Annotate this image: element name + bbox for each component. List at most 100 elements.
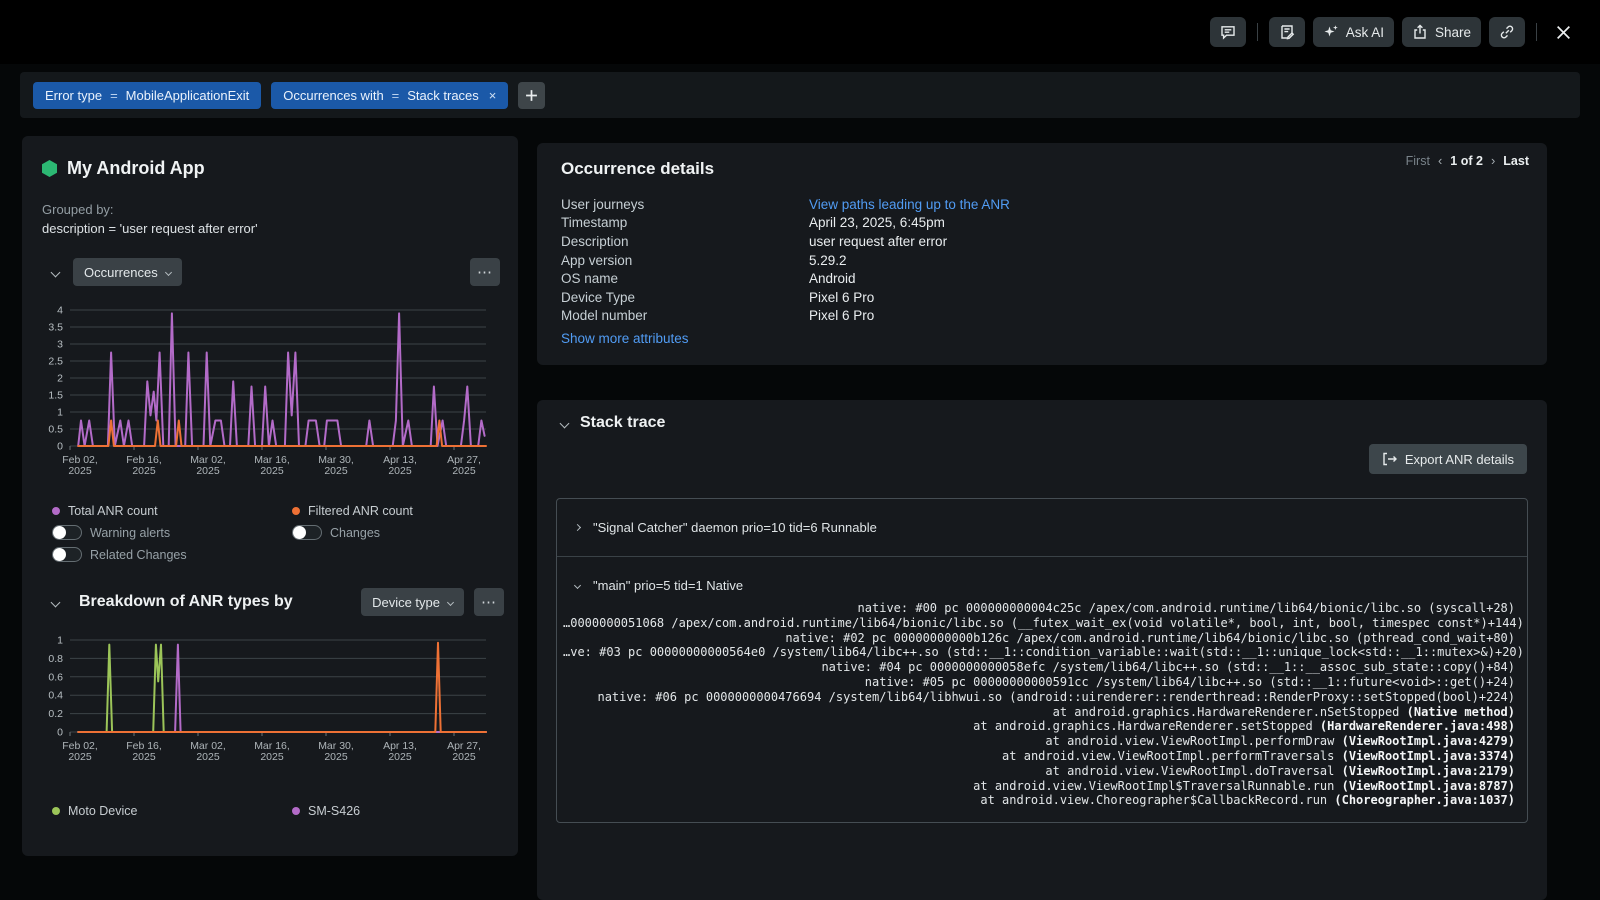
attribute-value: 5.29.2 <box>809 253 847 268</box>
legend-item[interactable]: Total ANR count <box>52 502 187 519</box>
stack-trace-header: Stack trace <box>561 414 665 432</box>
attribute-label: OS name <box>561 271 809 286</box>
pagination-last[interactable]: Last <box>1503 154 1529 168</box>
svg-text:2025: 2025 <box>196 751 220 763</box>
svg-text:3: 3 <box>57 339 63 351</box>
stack-frames: native: #00 pc 000000000004c25c /apex/co… <box>557 599 1527 822</box>
notes-button[interactable] <box>1269 17 1305 47</box>
svg-text:2025: 2025 <box>132 751 156 763</box>
svg-text:0.8: 0.8 <box>48 653 63 665</box>
pagination-next-icon[interactable]: › <box>1491 153 1495 168</box>
metric-dropdown[interactable]: Occurrences <box>73 258 182 286</box>
svg-text:2025: 2025 <box>260 751 284 763</box>
legend-item[interactable]: Filtered ANR count <box>292 502 413 519</box>
close-button[interactable] <box>1548 17 1578 47</box>
copy-link-button[interactable] <box>1489 17 1525 47</box>
sparkle-icon <box>1323 24 1339 40</box>
filter-operator: = <box>392 88 400 103</box>
attribute-label: Description <box>561 234 809 249</box>
pagination: First ‹ 1 of 2 › Last <box>1406 153 1529 168</box>
toggle-switch[interactable] <box>52 525 82 540</box>
breakdown-header: Breakdown of ANR types by Device type ⋯ <box>52 588 504 616</box>
note-edit-icon <box>1279 24 1295 40</box>
svg-text:2025: 2025 <box>388 465 412 477</box>
attribute-row: Model numberPixel 6 Pro <box>561 307 1523 326</box>
comments-button[interactable] <box>1210 17 1246 47</box>
attribute-label: Timestamp <box>561 215 809 230</box>
legend-toggle-row: Warning alerts <box>52 524 187 541</box>
thread-label: "Signal Catcher" daemon prio=10 tid=6 Ru… <box>593 520 877 535</box>
export-anr-button[interactable]: Export ANR details <box>1369 444 1527 474</box>
toggle-switch[interactable] <box>292 525 322 540</box>
thread-label: "main" prio=5 tid=1 Native <box>593 578 743 593</box>
filter-pill[interactable]: Occurrences with=Stack traces× <box>271 82 508 109</box>
breakdown-dropdown-label: Device type <box>372 595 440 610</box>
entity-panel: My Android App Grouped by: description =… <box>22 136 518 856</box>
filter-operator: = <box>110 88 118 103</box>
stack-frame-line: at android.view.ViewRootImpl.performDraw… <box>563 734 1515 749</box>
attribute-label: Model number <box>561 308 809 323</box>
stack-frame-line: native: #04 pc 0000000000058efc /system/… <box>563 660 1515 675</box>
occurrences-chart[interactable]: 00.511.522.533.54Feb 02,2025Feb 16,2025M… <box>34 302 500 484</box>
entity-title: My Android App <box>67 158 205 179</box>
comment-icon <box>1220 24 1236 40</box>
stack-frame-line: native: #06 pc 0000000000476694 /system/… <box>563 690 1515 705</box>
svg-text:2025: 2025 <box>324 465 348 477</box>
stack-frame-line: at android.view.ViewRootImpl.doTraversal… <box>563 764 1515 779</box>
topbar-actions: Ask AI Share <box>1210 17 1578 47</box>
stack-frame-line: at android.view.ViewRootImpl$TraversalRu… <box>563 779 1515 794</box>
svg-text:0: 0 <box>57 727 63 739</box>
breakdown-options-button[interactable]: ⋯ <box>474 588 504 616</box>
legend-label: Total ANR count <box>68 504 158 518</box>
svg-text:2025: 2025 <box>196 465 220 477</box>
attribute-value: Android <box>809 271 856 286</box>
toggle-switch[interactable] <box>52 547 82 562</box>
collapse-chevron-icon[interactable] <box>51 597 61 607</box>
filter-pill[interactable]: Error type=MobileApplicationExit <box>33 82 261 109</box>
thread-row[interactable]: "Signal Catcher" daemon prio=10 tid=6 Ru… <box>557 499 1527 556</box>
legend-label: SM-S426 <box>308 804 360 818</box>
attribute-row: Descriptionuser request after error <box>561 232 1523 251</box>
pagination-page-indicator: 1 of 2 <box>1450 154 1483 168</box>
pagination-first[interactable]: First <box>1406 154 1430 168</box>
svg-text:0.4: 0.4 <box>48 690 63 702</box>
svg-text:2025: 2025 <box>68 465 92 477</box>
stack-trace-title: Stack trace <box>580 414 665 432</box>
legend-label: Moto Device <box>68 804 137 818</box>
legend-toggle-row: Related Changes <box>52 546 187 563</box>
toggle-label: Changes <box>330 526 380 540</box>
share-button[interactable]: Share <box>1402 17 1481 47</box>
pagination-prev-icon[interactable]: ‹ <box>1438 153 1442 168</box>
collapse-chevron-icon[interactable] <box>51 267 61 277</box>
legend-dot-icon <box>52 507 60 515</box>
attribute-row: App version5.29.2 <box>561 251 1523 270</box>
top-bar: Ask AI Share <box>0 0 1600 64</box>
ask-ai-button[interactable]: Ask AI <box>1313 17 1394 47</box>
collapse-chevron-icon[interactable] <box>560 418 570 428</box>
legend-label: Filtered ANR count <box>308 504 413 518</box>
close-icon <box>1555 24 1572 41</box>
entity-health-icon <box>42 160 57 177</box>
chart-options-button[interactable]: ⋯ <box>470 258 500 286</box>
breakdown-chart[interactable]: 00.20.40.60.81Feb 02,2025Feb 16,2025Mar … <box>34 630 500 770</box>
show-more-attributes-link[interactable]: Show more attributes <box>561 331 689 346</box>
legend-item[interactable]: Moto Device <box>52 802 137 819</box>
legend-toggle-row: Changes <box>292 524 413 541</box>
share-icon <box>1412 24 1428 40</box>
thread-row[interactable]: "main" prio=5 tid=1 Native <box>557 556 1527 599</box>
svg-text:2.5: 2.5 <box>48 356 63 368</box>
svg-text:0.5: 0.5 <box>48 424 63 436</box>
svg-text:2025: 2025 <box>260 465 284 477</box>
breakdown-dropdown[interactable]: Device type <box>361 588 464 616</box>
svg-text:1: 1 <box>57 635 63 647</box>
separator <box>1257 23 1258 41</box>
filter-field: Occurrences with <box>283 88 383 103</box>
add-filter-button[interactable] <box>518 82 545 109</box>
attribute-row: TimestampApril 23, 2025, 6:45pm <box>561 214 1523 233</box>
toggle-label: Warning alerts <box>90 526 170 540</box>
svg-text:0.2: 0.2 <box>48 708 63 720</box>
legend-item[interactable]: SM-S426 <box>292 802 360 819</box>
svg-text:1.5: 1.5 <box>48 390 63 402</box>
view-paths-link[interactable]: View paths leading up to the ANR <box>809 197 1010 212</box>
remove-filter-icon[interactable]: × <box>489 88 497 103</box>
